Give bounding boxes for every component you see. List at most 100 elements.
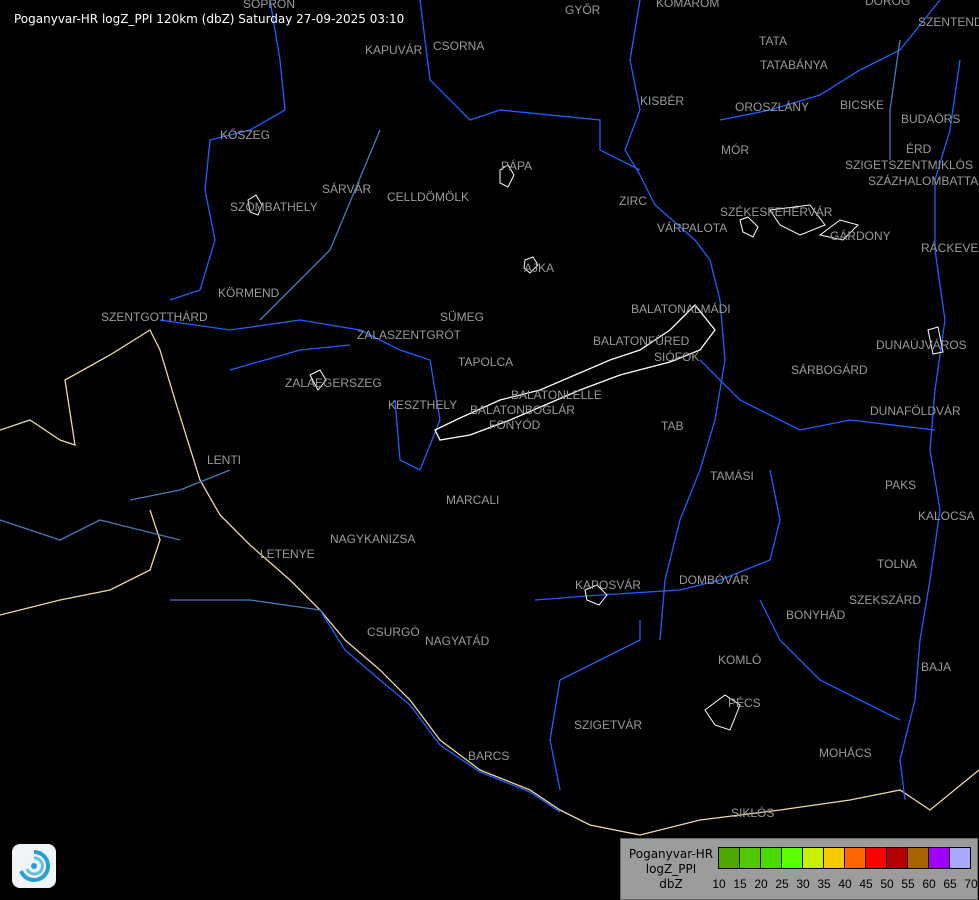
legend-tick-label: 70 xyxy=(964,877,978,891)
city-label: MOHÁCS xyxy=(819,746,872,760)
legend-tick-label: 30 xyxy=(796,877,810,891)
city-label: SZIGETSZENTMIKLÓS xyxy=(845,158,974,172)
city-label: SZOMBATHELY xyxy=(230,200,318,214)
river-drava xyxy=(319,609,561,813)
dbz-legend: Poganyvar-HR logZ_PPI dbZ 10 15 20 25 30 35 40… xyxy=(620,838,978,900)
city-outline xyxy=(704,694,741,731)
city-label: BICSKE xyxy=(840,98,885,112)
city-label: NAGYKANIZSA xyxy=(330,532,416,546)
city-label: TATABÁNYA xyxy=(760,58,828,72)
radar-title: Poganyvar-HR logZ_PPI 120km (dbZ) Saturd… xyxy=(14,12,405,26)
city-label: ZALASZENTGRÓT xyxy=(357,328,462,342)
national-border-south xyxy=(0,509,161,616)
city-label: KÖRMEND xyxy=(218,286,280,300)
legend-swatch xyxy=(845,848,866,868)
city-outline xyxy=(499,164,515,188)
city-label: BALATONFÜRED xyxy=(593,334,690,348)
legend-tick-label: 50 xyxy=(880,877,894,891)
city-label: LETENYE xyxy=(260,547,315,561)
city-label: MÓR xyxy=(721,143,749,157)
legend-swatch xyxy=(887,848,908,868)
city-label: PÉCS xyxy=(728,696,761,710)
legend-color-bar xyxy=(718,847,971,869)
city-label: SOPRON xyxy=(243,0,296,11)
city-label: TATA xyxy=(759,34,787,48)
city-label: SZÁZHALOMBATTA xyxy=(868,174,979,188)
legend-radar-name: Poganyvar-HR xyxy=(628,847,714,861)
river-sio xyxy=(699,359,936,431)
legend-unit: dbZ xyxy=(659,877,683,891)
city-label: KALOCSA xyxy=(918,509,975,523)
city-label: PÁPA xyxy=(501,159,533,173)
city-label: SÁRVÁR xyxy=(322,182,372,196)
city-label: SZÉKESFEHÉRVÁR xyxy=(720,205,833,219)
city-label: DOROG xyxy=(865,0,911,8)
river xyxy=(169,0,286,301)
city-label: BALATONALMÁDI xyxy=(631,302,731,316)
city-outline xyxy=(247,194,263,216)
legend-swatch xyxy=(929,848,950,868)
city-label: MARCALI xyxy=(446,493,500,507)
city-outline xyxy=(309,369,327,391)
city-label: SIKLÓS xyxy=(731,806,775,820)
river-zala xyxy=(159,319,441,471)
city-label: TOLNA xyxy=(877,557,917,571)
lake-balaton xyxy=(434,304,716,441)
legend-swatch xyxy=(719,848,740,868)
city-label: SZENTENDRE xyxy=(918,15,979,29)
river xyxy=(759,599,901,721)
city-label: KISBÉR xyxy=(640,94,685,108)
legend-tick-label: 35 xyxy=(817,877,831,891)
legend-tick-label: 45 xyxy=(859,877,873,891)
legend-swatch xyxy=(740,848,761,868)
legend-tick-label: 10 xyxy=(712,877,726,891)
river xyxy=(719,0,941,121)
national-border xyxy=(0,329,979,836)
legend-product: logZ_PPI xyxy=(645,862,697,876)
city-label: ÉRD xyxy=(906,142,932,156)
city-label: TAB xyxy=(661,419,684,433)
legend-swatch xyxy=(761,848,782,868)
river xyxy=(549,620,641,791)
city-label: SZIGETVÁR xyxy=(574,718,643,732)
city-label: ZALAEGERSZEG xyxy=(285,376,382,390)
city-label: KESZTHELY xyxy=(388,398,458,412)
city-outline xyxy=(523,256,539,274)
city-outline xyxy=(769,204,826,236)
city-label: SZEKSZÁRD xyxy=(849,593,922,607)
city-label: CSORNA xyxy=(433,39,485,53)
city-label: KAPOSVÁR xyxy=(575,578,642,592)
river xyxy=(419,0,641,171)
city-label: TAMÁSI xyxy=(710,469,754,483)
city-label: ZIRC xyxy=(619,194,647,208)
city-label: VÁRPALOTA xyxy=(657,221,728,235)
city-label: RÁCKEVE xyxy=(921,241,979,255)
city-outline xyxy=(927,326,944,355)
city-label: CELLDÖMÖLK xyxy=(387,190,470,204)
legend-tick-label: 60 xyxy=(922,877,936,891)
city-label: SÁRBOGÁRD xyxy=(791,363,868,377)
river-danube xyxy=(899,59,961,801)
city-label: GÁRDONY xyxy=(830,229,891,243)
city-label: BUDAÖRS xyxy=(901,112,961,126)
city-label: BAJA xyxy=(921,660,952,674)
legend-swatch xyxy=(824,848,845,868)
legend-swatch xyxy=(908,848,929,868)
city-label: PAKS xyxy=(885,478,917,492)
city-label: AJKA xyxy=(524,261,555,275)
city-label: DOMBÓVÁR xyxy=(679,573,750,587)
city-label: OROSZLÁNY xyxy=(735,100,810,114)
river xyxy=(534,469,781,601)
legend-tick-label: 15 xyxy=(733,877,747,891)
legend-swatch xyxy=(803,848,824,868)
city-label: BONYHÁD xyxy=(786,608,846,622)
city-label: SIÓFOK xyxy=(654,350,700,364)
city-label: GYŐR xyxy=(565,3,601,17)
city-label: LENTI xyxy=(207,453,242,467)
legend-tick-label: 55 xyxy=(901,877,915,891)
city-label: SZENTGOTTHÁRD xyxy=(101,310,208,324)
city-label: NAGYATÁD xyxy=(425,634,490,648)
city-label: BALATONLELLE xyxy=(511,388,602,402)
legend-swatch xyxy=(866,848,887,868)
